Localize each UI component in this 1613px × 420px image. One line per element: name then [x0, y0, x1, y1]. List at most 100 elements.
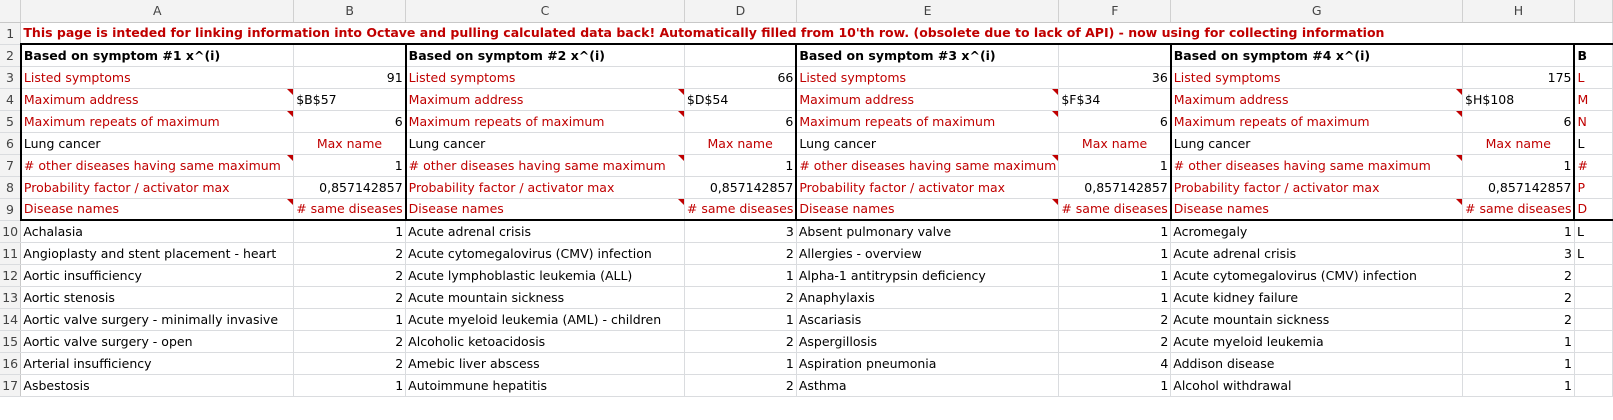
column-header-b[interactable]: B [293, 0, 407, 23]
disease-count-cell[interactable]: 1 [1058, 374, 1172, 397]
peek-cell[interactable] [1574, 308, 1613, 331]
peek-cell[interactable] [1574, 264, 1613, 287]
disease-count-cell[interactable]: 1 [1058, 286, 1172, 309]
disease-name-cell[interactable]: Acute mountain sickness [1170, 308, 1464, 331]
prob-label[interactable]: Probability factor / activator max [404, 176, 685, 199]
disease-name-cell[interactable]: Allergies - overview [796, 242, 1060, 265]
disease-count-cell[interactable]: 1 [1058, 264, 1172, 287]
listed-value[interactable]: 91 [293, 66, 407, 89]
disease-count-cell[interactable]: 1 [293, 374, 407, 397]
disease-count-cell[interactable]: 2 [684, 286, 797, 309]
disease-name-cell[interactable]: Aortic stenosis [20, 286, 295, 309]
disease-name-cell[interactable]: Acute myeloid leukemia [1170, 330, 1464, 353]
disease-count-cell[interactable]: 2 [1058, 330, 1172, 353]
prob-label[interactable]: Probability factor / activator max [1169, 176, 1464, 199]
disease-name-cell[interactable]: Acute cytomegalovirus (CMV) infection [405, 242, 685, 265]
row-header[interactable]: 11 [0, 242, 22, 265]
peek-cell[interactable] [1574, 330, 1613, 353]
same-diseases-label[interactable]: # same diseases [1058, 198, 1172, 221]
max-repeats-label[interactable]: Maximum repeats of maximum [404, 110, 685, 133]
row-header[interactable]: 14 [0, 308, 22, 331]
max-repeats-value[interactable]: 6 [1462, 110, 1576, 133]
peek-cell[interactable]: L [1574, 242, 1613, 265]
row-header[interactable]: 2 [0, 44, 22, 67]
disease-name-cell[interactable]: Asthma [796, 374, 1060, 397]
disease-count-cell[interactable]: 2 [1058, 308, 1172, 331]
disease-count-cell[interactable]: 2 [293, 330, 407, 353]
row-header[interactable]: 3 [0, 66, 22, 89]
disease-count-cell[interactable]: 2 [684, 242, 797, 265]
disease-names-label[interactable]: Disease names [404, 198, 685, 221]
listed-value[interactable]: 175 [1462, 66, 1576, 89]
listed-value[interactable]: 36 [1058, 66, 1172, 89]
disease-count-cell[interactable]: 2 [684, 330, 797, 353]
max-repeats-value[interactable]: 6 [293, 110, 407, 133]
disease-count-cell[interactable]: 1 [684, 308, 797, 331]
other-label[interactable]: # other diseases having same maximum [19, 154, 295, 177]
peek-cell[interactable] [1574, 286, 1613, 309]
disease-count-cell[interactable]: 3 [684, 220, 797, 243]
row-header[interactable]: 7 [0, 154, 22, 177]
max-disease-name[interactable]: Lung cancer [19, 132, 295, 155]
disease-count-cell[interactable]: 1 [293, 308, 407, 331]
disease-name-cell[interactable]: Arterial insufficiency [20, 352, 295, 375]
listed-label[interactable]: Listed symptoms [1169, 66, 1464, 89]
disease-name-cell[interactable]: Absent pulmonary valve [796, 220, 1060, 243]
same-diseases-label[interactable]: # same diseases [1462, 198, 1576, 221]
max-disease-name[interactable]: Lung cancer [1169, 132, 1464, 155]
disease-name-cell[interactable]: Angioplasty and stent placement - heart [20, 242, 295, 265]
row-header[interactable]: 8 [0, 176, 22, 199]
disease-name-cell[interactable]: Acute adrenal crisis [1170, 242, 1464, 265]
disease-name-cell[interactable]: Aortic insufficiency [20, 264, 295, 287]
column-header-a[interactable]: A [20, 0, 295, 23]
block-title-blank[interactable] [684, 43, 797, 67]
disease-count-cell[interactable]: 1 [293, 220, 407, 243]
max-address-label[interactable]: Maximum address [795, 88, 1060, 111]
row-header[interactable]: 9 [0, 198, 22, 221]
peek-cell[interactable]: # [1574, 154, 1613, 177]
disease-name-cell[interactable]: Acute mountain sickness [405, 286, 685, 309]
disease-count-cell[interactable]: 1 [684, 264, 797, 287]
prob-value[interactable]: 0,857142857 [1462, 176, 1576, 199]
disease-name-cell[interactable]: Anaphylaxis [796, 286, 1060, 309]
disease-name-cell[interactable]: Amebic liver abscess [405, 352, 685, 375]
disease-name-cell[interactable]: Aortic valve surgery - minimally invasiv… [20, 308, 295, 331]
disease-count-cell[interactable]: 2 [684, 374, 797, 397]
disease-count-cell[interactable]: 2 [1462, 286, 1575, 309]
block-title-blank[interactable] [1462, 43, 1576, 67]
disease-name-cell[interactable]: Ascariasis [796, 308, 1060, 331]
disease-name-cell[interactable]: Acute myeloid leukemia (AML) - children [405, 308, 685, 331]
column-header-g[interactable]: G [1170, 0, 1464, 23]
prob-value[interactable]: 0,857142857 [293, 176, 407, 199]
max-repeats-label[interactable]: Maximum repeats of maximum [1169, 110, 1464, 133]
block-title[interactable]: Based on symptom #2 x^(i) [404, 43, 685, 67]
same-diseases-label[interactable]: # same diseases [684, 198, 797, 221]
max-address-value[interactable]: $F$34 [1058, 88, 1172, 111]
prob-label[interactable]: Probability factor / activator max [19, 176, 295, 199]
disease-count-cell[interactable]: 1 [1462, 220, 1575, 243]
listed-label[interactable]: Listed symptoms [404, 66, 685, 89]
disease-name-cell[interactable]: Aspergillosis [796, 330, 1060, 353]
peek-cell[interactable]: M [1574, 88, 1613, 111]
block-title-blank[interactable] [293, 43, 407, 67]
other-value[interactable]: 1 [684, 154, 797, 177]
disease-names-label[interactable]: Disease names [1169, 198, 1464, 221]
disease-count-cell[interactable]: 4 [1058, 352, 1172, 375]
disease-count-cell[interactable]: 1 [1462, 352, 1575, 375]
max-disease-name[interactable]: Lung cancer [795, 132, 1060, 155]
column-header-h[interactable]: H [1462, 0, 1575, 23]
peek-cell[interactable]: P [1574, 176, 1613, 199]
row-header[interactable]: 1 [0, 22, 22, 45]
disease-count-cell[interactable]: 2 [1462, 308, 1575, 331]
max-address-value[interactable]: $H$108 [1462, 88, 1576, 111]
row-header[interactable]: 4 [0, 88, 22, 111]
disease-name-cell[interactable]: Aortic valve surgery - open [20, 330, 295, 353]
disease-names-label[interactable]: Disease names [795, 198, 1060, 221]
max-address-label[interactable]: Maximum address [1169, 88, 1464, 111]
disease-count-cell[interactable]: 2 [293, 264, 407, 287]
max-address-label[interactable]: Maximum address [404, 88, 685, 111]
row-header[interactable]: 10 [0, 220, 22, 243]
disease-count-cell[interactable]: 2 [1462, 264, 1575, 287]
max-address-value[interactable]: $D$54 [684, 88, 797, 111]
